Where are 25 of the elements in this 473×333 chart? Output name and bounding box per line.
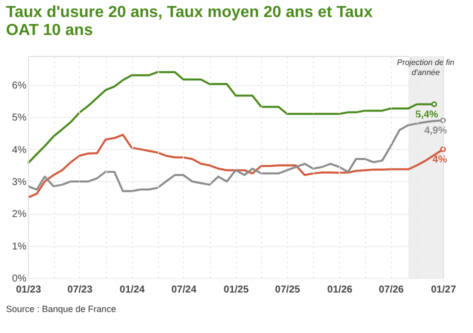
x-tick-label: 01/24 <box>120 284 146 296</box>
chart-title: Taux d'usure 20 ans, Taux moyen 20 ans et Taux OAT 10 ans <box>6 4 373 39</box>
x-tick-label: 07/23 <box>67 284 93 296</box>
point <box>440 146 446 152</box>
point <box>431 101 438 108</box>
x-tick-label: 07/26 <box>378 284 404 296</box>
y-tick-label: 2% <box>12 209 27 220</box>
x-tick-label: 01/23 <box>16 284 42 296</box>
x-tick-label: 01/26 <box>327 284 353 296</box>
x-tick-label: 01/25 <box>224 284 250 296</box>
data-label: 4,9% <box>424 125 448 136</box>
y-tick-label: 1% <box>12 241 27 252</box>
x-tick-label: 07/24 <box>171 284 197 296</box>
x-tick-label: 07/25 <box>275 284 301 296</box>
band-label: Projection de fin d'année <box>396 58 455 77</box>
data-label: 5,4% <box>415 109 438 120</box>
y-tick-label: 3% <box>12 176 27 188</box>
data-label: 4% <box>432 154 448 166</box>
source-note: Source : Banque de France <box>6 304 116 314</box>
y-tick-label: 5% <box>12 112 27 124</box>
y-tick-label: 0% <box>12 274 27 284</box>
x-tick-label: 01/27 <box>430 284 456 296</box>
y-tick-label: 4% <box>12 144 27 156</box>
y-tick-label: 6% <box>12 80 27 92</box>
point <box>440 117 446 124</box>
